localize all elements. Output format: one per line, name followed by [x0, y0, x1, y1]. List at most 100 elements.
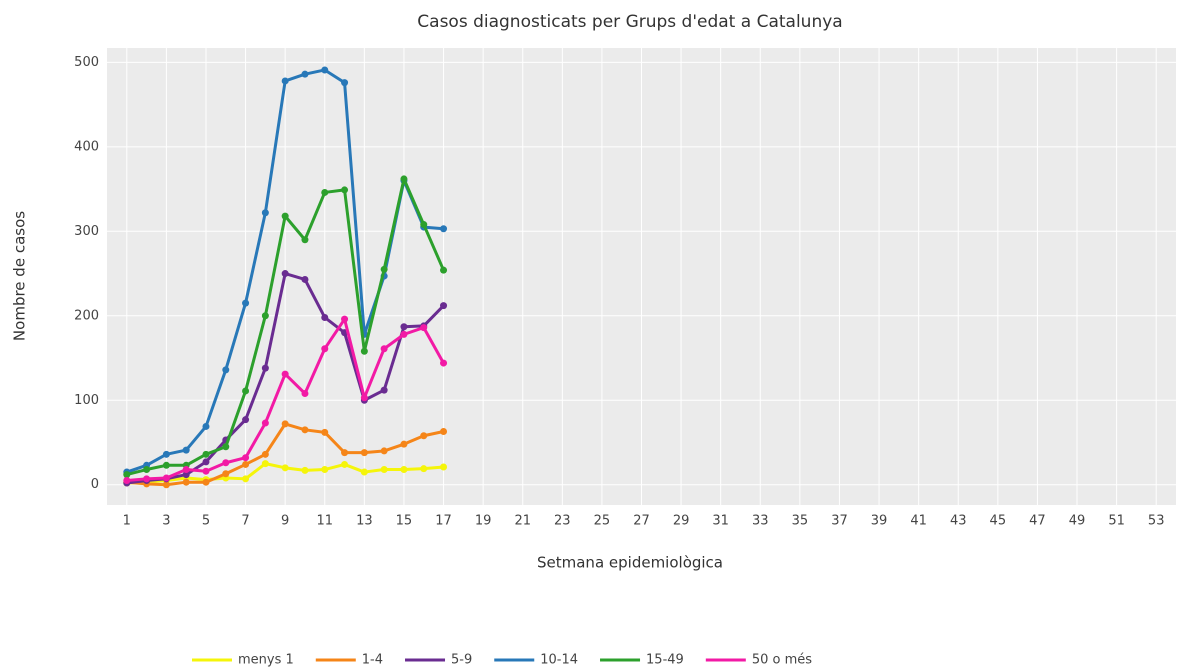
x-tick-label: 25: [594, 514, 611, 529]
x-tick-label: 1: [123, 514, 131, 529]
x-tick-label: 45: [990, 514, 1007, 529]
y-axis-title: Nombre de casos: [11, 211, 29, 341]
data-point: [182, 446, 190, 454]
data-point: [222, 443, 230, 451]
x-tick-label: 53: [1148, 514, 1165, 529]
data-point: [341, 186, 349, 194]
data-point: [162, 481, 170, 489]
x-tick-label: 3: [162, 514, 170, 529]
x-tick-label: 33: [752, 514, 769, 529]
x-tick-label: 13: [356, 514, 373, 529]
data-point: [242, 387, 250, 395]
data-point: [261, 460, 269, 468]
data-point: [143, 475, 151, 483]
data-point: [222, 470, 230, 478]
data-point: [301, 426, 309, 434]
data-point: [380, 466, 388, 474]
data-point: [321, 66, 329, 74]
data-point: [400, 323, 408, 331]
data-point: [321, 345, 329, 353]
data-point: [242, 475, 250, 483]
data-point: [261, 419, 269, 427]
y-tick-label: 400: [74, 139, 99, 154]
chart-title: Casos diagnosticats per Grups d'edat a C…: [417, 12, 842, 32]
data-point: [301, 466, 309, 474]
data-point: [281, 212, 289, 220]
data-point: [321, 466, 329, 474]
x-tick-label: 47: [1029, 514, 1046, 529]
data-point: [400, 440, 408, 448]
data-point: [123, 471, 131, 479]
legend-label: 5-9: [451, 653, 472, 668]
data-point: [440, 428, 448, 436]
data-point: [281, 420, 289, 428]
data-point: [420, 465, 428, 473]
data-point: [261, 364, 269, 372]
data-point: [440, 225, 448, 233]
x-tick-label: 51: [1108, 514, 1125, 529]
data-point: [440, 463, 448, 471]
data-point: [261, 209, 269, 217]
data-point: [242, 454, 250, 462]
legend-label: 1-4: [362, 653, 383, 668]
data-point: [440, 359, 448, 367]
data-point: [301, 389, 309, 397]
data-point: [341, 315, 349, 323]
legend-label: 50 o més: [752, 653, 812, 668]
y-tick-label: 100: [74, 393, 99, 408]
legend-label: menys 1: [238, 653, 294, 668]
y-tick-label: 300: [74, 224, 99, 239]
legend-label: 10-14: [540, 653, 578, 668]
x-tick-label: 17: [435, 514, 452, 529]
data-point: [380, 447, 388, 455]
data-point: [242, 299, 250, 307]
data-point: [341, 449, 349, 457]
x-tick-label: 11: [316, 514, 333, 529]
data-point: [261, 450, 269, 458]
data-point: [321, 428, 329, 436]
data-point: [202, 422, 210, 430]
y-tick-label: 0: [91, 477, 99, 492]
data-point: [162, 450, 170, 458]
x-tick-label: 37: [831, 514, 848, 529]
data-point: [400, 175, 408, 183]
x-axis-title: Setmana epidemiològica: [537, 554, 723, 572]
data-point: [321, 188, 329, 196]
x-tick-label: 7: [241, 514, 249, 529]
data-point: [440, 266, 448, 274]
data-point: [360, 468, 368, 476]
data-point: [301, 275, 309, 283]
data-point: [123, 477, 131, 485]
data-point: [202, 467, 210, 475]
data-point: [420, 221, 428, 229]
legend-label: 15-49: [646, 653, 684, 668]
data-point: [341, 79, 349, 87]
x-tick-label: 49: [1069, 514, 1086, 529]
x-tick-label: 5: [202, 514, 210, 529]
data-point: [242, 460, 250, 468]
data-point: [202, 450, 210, 458]
x-tick-label: 31: [712, 514, 729, 529]
data-point: [380, 265, 388, 273]
x-tick-label: 21: [514, 514, 531, 529]
data-point: [222, 459, 230, 467]
data-point: [321, 313, 329, 321]
x-tick-label: 9: [281, 514, 289, 529]
data-point: [360, 449, 368, 457]
data-point: [301, 70, 309, 78]
data-point: [380, 386, 388, 394]
x-tick-label: 15: [396, 514, 413, 529]
x-tick-label: 29: [673, 514, 690, 529]
data-point: [222, 366, 230, 374]
data-point: [400, 330, 408, 338]
data-point: [242, 416, 250, 424]
data-point: [202, 458, 210, 466]
data-point: [281, 77, 289, 85]
x-tick-label: 35: [792, 514, 809, 529]
data-point: [420, 324, 428, 332]
data-point: [360, 347, 368, 355]
data-point: [182, 466, 190, 474]
data-point: [162, 461, 170, 469]
data-point: [281, 464, 289, 472]
